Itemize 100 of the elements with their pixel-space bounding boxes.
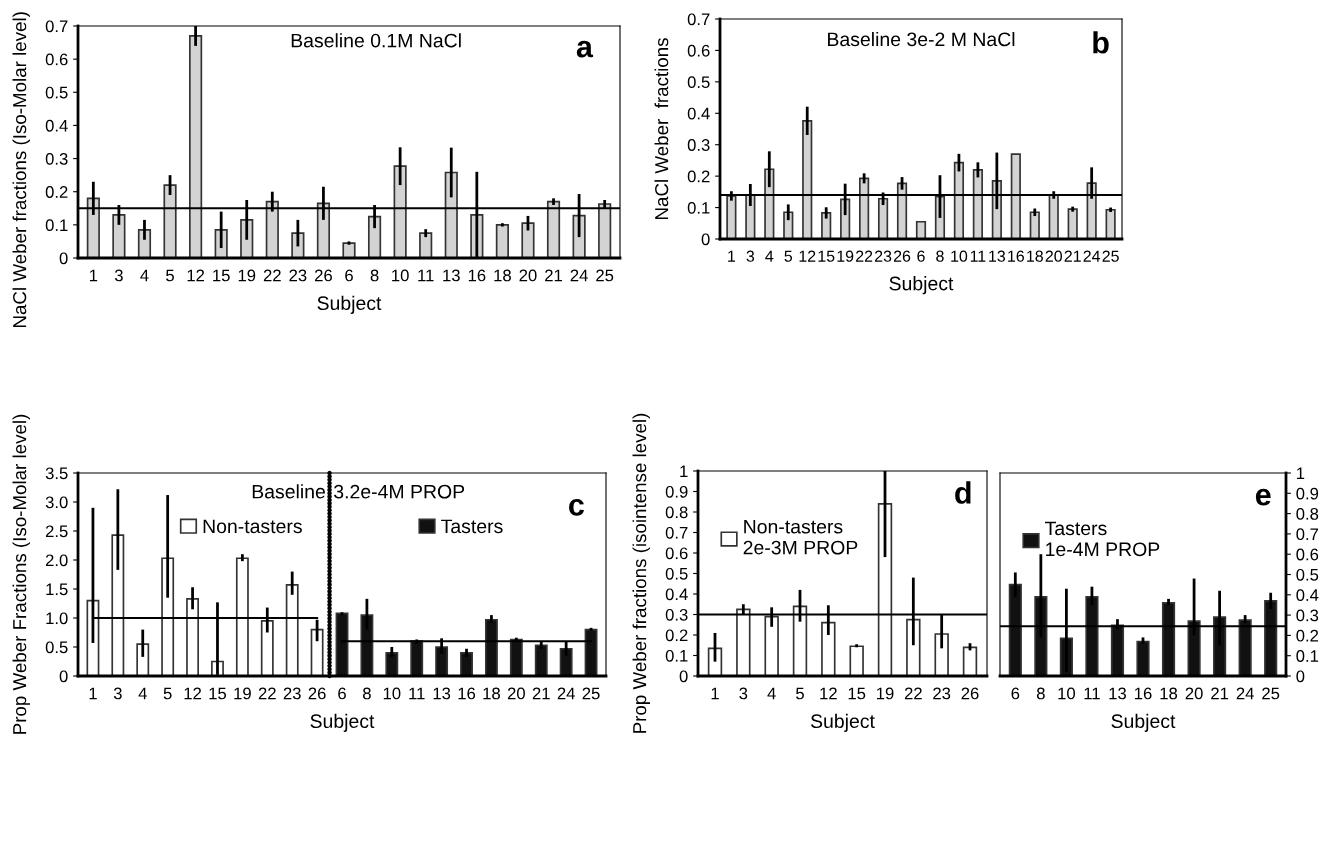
- x-tick-label: 23: [875, 250, 892, 262]
- y2-tick-label: 0.8: [1296, 508, 1319, 520]
- y-tick-label: 1.0: [46, 612, 68, 625]
- y2-tick-label: 0.7: [1296, 528, 1319, 541]
- x-axis-title: Subject: [1111, 713, 1176, 732]
- y2-tick-label: 1: [1296, 467, 1305, 480]
- x-axis-title: Subject: [317, 295, 382, 314]
- x-tick-label: 26: [961, 687, 979, 700]
- x-tick-label: 3: [746, 250, 755, 262]
- x-tick-label: 15: [848, 687, 866, 700]
- x-tick-label: 26: [308, 687, 326, 700]
- x-tick-label: 24: [557, 687, 575, 700]
- y-tick-label: 2.0: [45, 554, 68, 567]
- y-tick-label: 0.1: [687, 201, 710, 214]
- x-tick-label: 25: [1262, 687, 1280, 700]
- y-tick-label: 0.6: [687, 44, 710, 57]
- x-tick-label: 6: [917, 250, 925, 262]
- x-tick-label: 19: [877, 687, 894, 700]
- x-tick-label: 1: [89, 269, 98, 282]
- x-tick-label: 6: [1011, 687, 1020, 700]
- x-tick-label: 5: [166, 269, 174, 282]
- x-tick-label: 10: [1058, 687, 1076, 700]
- y-tick-label: 0.7: [665, 526, 688, 539]
- x-tick-label: 16: [458, 687, 476, 700]
- y-tick-label: 0.7: [45, 20, 68, 33]
- y2-tick-label: 0.2: [1296, 629, 1319, 642]
- x-tick-label: 11: [418, 269, 434, 282]
- x-tick-label: 18: [494, 269, 511, 282]
- x-tick-label: 8: [370, 269, 379, 282]
- x-tick-label: 3: [113, 687, 122, 700]
- y-tick-label: 0.4: [45, 119, 68, 132]
- y-tick-label: 0.2: [687, 170, 710, 183]
- x-tick-label: 3: [114, 269, 123, 282]
- x-tick-label: 8: [936, 250, 944, 262]
- x-tick-label: 4: [767, 687, 776, 700]
- x-tick-label: 22: [904, 687, 922, 700]
- x-tick-label: 1: [711, 687, 719, 700]
- y-tick-label: 0.1: [45, 219, 68, 232]
- x-tick-label: 20: [1045, 250, 1062, 262]
- annotation: Baseline: [252, 484, 325, 499]
- y-axis-title: Prop Weber Fractions (Iso-Molar level): [12, 414, 30, 734]
- x-tick-label: 5: [163, 687, 172, 700]
- x-tick-label: 25: [596, 269, 614, 282]
- x-tick-label: 3: [739, 687, 748, 700]
- x-tick-label: 13: [989, 250, 1006, 262]
- x-tick-label: 12: [184, 687, 201, 700]
- x-axis-title: Subject: [889, 276, 954, 295]
- y-axis-title: NaCl Weber fractions: [654, 38, 669, 219]
- y-tick-label: 0.5: [687, 76, 710, 89]
- x-tick-label: 26: [315, 269, 332, 282]
- x-tick-label: 13: [443, 269, 460, 282]
- y-tick-label: 0: [59, 252, 68, 265]
- y-tick-label: 0.3: [45, 152, 68, 165]
- x-tick-label: 1: [728, 250, 736, 262]
- y2-tick-label: 0: [1296, 670, 1305, 683]
- x-tick-label: 24: [570, 269, 588, 282]
- x-tick-label: 26: [893, 250, 911, 262]
- x-tick-label: 4: [765, 250, 774, 262]
- x-tick-label: 12: [820, 687, 837, 700]
- y-tick-label: 0: [701, 233, 710, 246]
- y-tick-label: 0.1: [665, 649, 688, 662]
- x-tick-label: 18: [1160, 687, 1178, 700]
- x-tick-label: 22: [258, 687, 276, 700]
- y-tick-label: 1: [680, 465, 688, 478]
- y2-tick-label: 0.4: [1296, 589, 1319, 601]
- x-tick-label: 10: [383, 687, 401, 700]
- y-tick-label: 3.5: [45, 467, 68, 480]
- x-tick-label: 12: [799, 250, 816, 262]
- y-tick-label: 1.5: [46, 583, 68, 596]
- x-tick-label: 11: [409, 687, 425, 700]
- x-tick-label: 10: [392, 269, 409, 282]
- x-tick-label: 11: [970, 250, 986, 262]
- legend-label: Non-tasters 2e-3M PROP: [743, 519, 858, 555]
- y-tick-label: 0.3: [665, 608, 688, 621]
- y-tick-label: 0.2: [45, 186, 68, 198]
- y2-tick-label: 0.1: [1296, 650, 1319, 662]
- x-tick-label: 13: [433, 687, 451, 700]
- y-tick-label: 3.0: [45, 496, 68, 509]
- x-tick-label: 15: [818, 250, 835, 262]
- x-tick-label: 19: [234, 687, 251, 700]
- y-tick-label: 0.5: [665, 567, 688, 580]
- annotation: a: [576, 40, 594, 58]
- x-tick-label: 20: [519, 269, 537, 282]
- x-tick-label: 6: [345, 269, 353, 282]
- annotation: 3.2e-4M PROP: [334, 484, 465, 499]
- y-tick-label: 0.8: [665, 506, 688, 519]
- x-tick-label: 25: [582, 687, 600, 700]
- x-tick-label: 11: [1084, 687, 1100, 700]
- x-tick-label: 8: [363, 687, 371, 700]
- x-tick-label: 4: [140, 269, 149, 282]
- x-tick-label: 22: [263, 269, 281, 282]
- y-tick-label: 0.4: [665, 588, 688, 601]
- x-tick-label: 21: [1064, 250, 1081, 262]
- x-tick-label: 21: [545, 269, 562, 282]
- y2-tick-label: 0.3: [1296, 609, 1319, 622]
- x-tick-label: 23: [933, 687, 951, 700]
- x-tick-label: 13: [1109, 687, 1126, 700]
- x-tick-label: 16: [1135, 687, 1152, 700]
- y-axis-title: Prop Weber fractions (isointense level): [632, 413, 650, 733]
- y-tick-label: 0.2: [665, 629, 688, 642]
